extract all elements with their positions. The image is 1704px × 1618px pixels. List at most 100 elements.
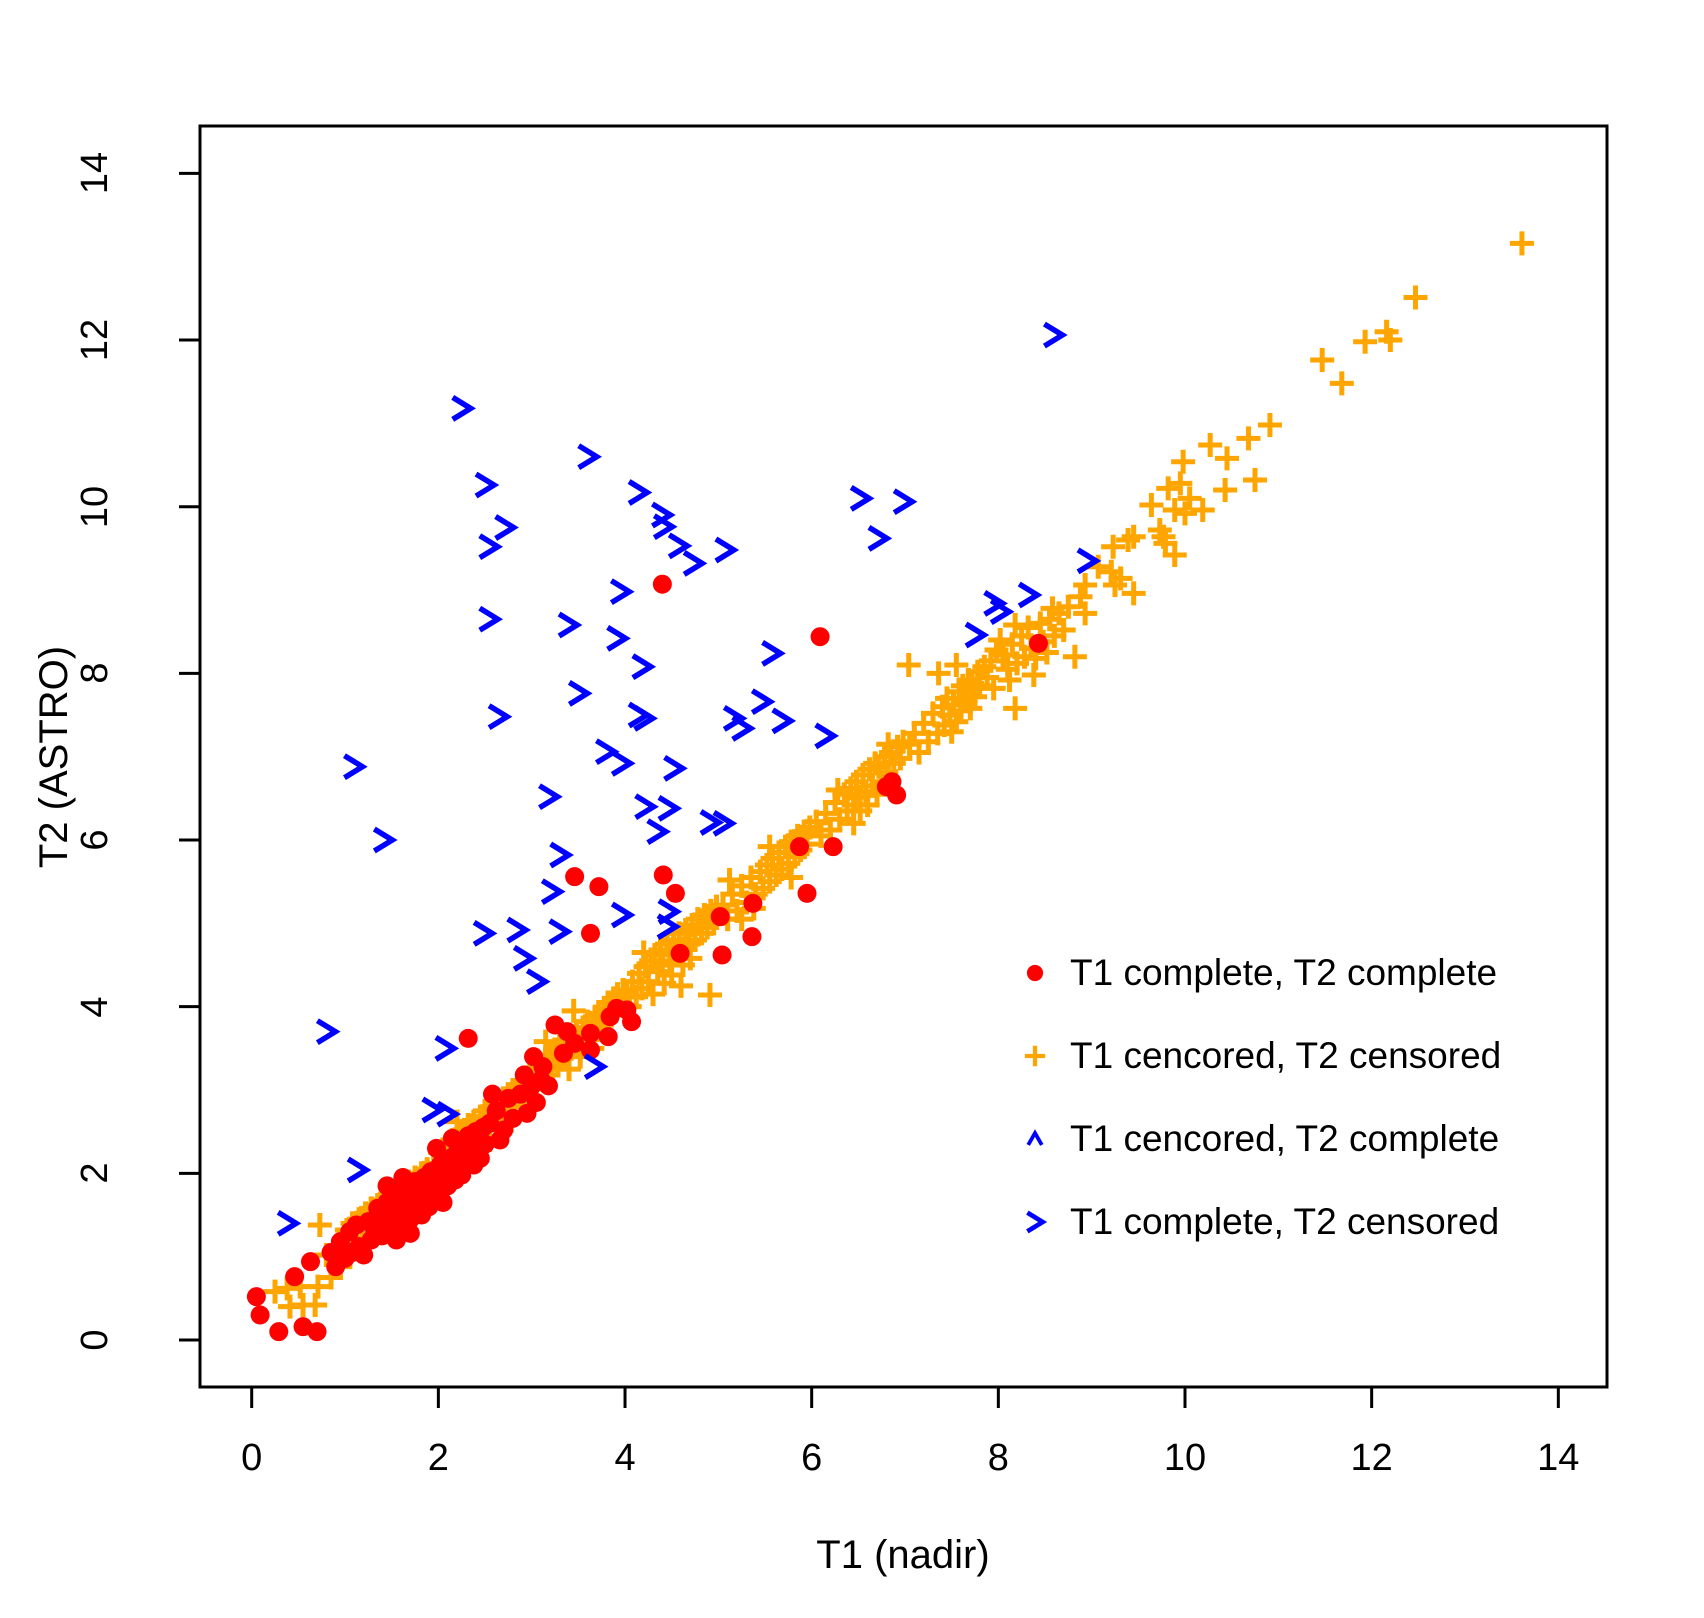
data-point-plus	[1198, 433, 1223, 458]
data-point-plus	[1403, 285, 1428, 310]
data-point-caret-right	[434, 1034, 460, 1062]
data-point-caret-right	[472, 920, 498, 947]
data-point-caret-right	[1076, 547, 1102, 575]
data-point-plus	[939, 719, 964, 744]
x-tick-label: 6	[801, 1437, 823, 1479]
data-point-caret-right	[731, 715, 756, 742]
data-point-plus	[561, 998, 586, 1023]
data-point-caret-right	[663, 755, 688, 782]
x-tick-label: 10	[1163, 1437, 1207, 1479]
data-point-plus	[757, 834, 782, 859]
data-point-plus	[1062, 644, 1087, 669]
data-point-caret-right	[964, 621, 990, 649]
data-point-plus	[1016, 615, 1041, 640]
data-point-plus	[981, 676, 1006, 701]
data-point-caret-right	[771, 707, 797, 735]
data-point-plus	[1021, 663, 1046, 688]
data-point-caret-right	[849, 485, 875, 512]
data-point-plus	[1103, 573, 1127, 598]
data-point-caret-right	[682, 550, 708, 577]
data-point-plus	[963, 684, 988, 709]
data-point-caret-right	[487, 703, 513, 731]
data-point-plus	[1139, 493, 1164, 518]
series-circle	[246, 574, 1048, 1342]
data-point-plus	[263, 1279, 288, 1304]
data-point-circle	[433, 1193, 453, 1213]
data-point-caret-right	[540, 878, 566, 906]
data-point-circle	[598, 1027, 618, 1047]
data-point-caret-right	[609, 578, 635, 606]
data-point-caret-right	[633, 705, 658, 732]
data-point-caret-right	[606, 625, 631, 652]
data-point-caret-right	[451, 395, 476, 422]
data-point-plus	[729, 907, 754, 932]
series-plus	[263, 231, 1534, 1319]
data-point-circle	[622, 1012, 642, 1032]
data-point-circle	[354, 1245, 374, 1265]
data-point-circle	[565, 1033, 585, 1053]
data-point-caret-right	[478, 605, 504, 633]
data-point-plus	[944, 653, 969, 678]
data-point-plus	[876, 732, 901, 757]
data-point-plus	[1257, 413, 1282, 438]
series-caret-right	[276, 321, 1102, 1237]
data-point-caret-right	[346, 1156, 372, 1184]
data-point-caret-right	[627, 479, 653, 506]
x-tick-label: 2	[427, 1437, 449, 1479]
data-point-circle	[269, 1322, 289, 1342]
data-point-plus	[1003, 613, 1028, 638]
data-point-caret-right	[814, 722, 840, 750]
x-tick-label: 0	[241, 1437, 263, 1479]
data-point-caret-right	[722, 705, 748, 732]
data-point-plus	[984, 638, 1009, 663]
data-point-plus	[611, 978, 636, 1003]
data-point-circle	[580, 1023, 600, 1043]
data-point-plus	[697, 983, 722, 1008]
data-point-caret-right	[276, 1209, 302, 1237]
data-point-plus	[305, 1274, 330, 1299]
data-point-circle	[300, 1252, 320, 1272]
data-point-caret-right	[892, 488, 918, 516]
data-point-caret-right	[667, 532, 693, 560]
data-point-circle	[589, 877, 609, 897]
y-axis-title: T2 (ASTRO)	[32, 645, 76, 869]
data-point-plus	[1051, 618, 1076, 643]
data-point-caret-right	[714, 536, 740, 564]
data-point-plus	[669, 973, 694, 998]
data-point-circle	[652, 574, 672, 594]
data-point-plus	[1040, 596, 1065, 621]
data-point-circle	[526, 1093, 546, 1113]
data-point-plus	[1162, 543, 1187, 568]
data-point-plus	[1177, 486, 1202, 511]
data-point-caret-right	[652, 513, 678, 541]
x-tick-label: 8	[987, 1437, 1009, 1479]
data-point-caret-right	[506, 916, 532, 944]
data-point-circle	[653, 865, 673, 885]
data-point-plus	[926, 661, 951, 686]
data-point-circle	[538, 1076, 558, 1096]
data-point-plus	[1378, 328, 1403, 353]
data-point-caret-right	[577, 443, 602, 471]
data-point-caret-right	[421, 1096, 447, 1124]
data-point-plus	[1168, 471, 1193, 496]
x-tick-label: 12	[1350, 1437, 1393, 1479]
plot-box	[198, 124, 1609, 1389]
data-point-caret-right	[548, 918, 574, 946]
data-point-plus	[557, 1057, 582, 1082]
data-point-caret-right	[1017, 581, 1043, 609]
data-point-caret-right	[583, 1053, 609, 1081]
data-point-circle	[790, 837, 810, 857]
data-point-circle	[1028, 633, 1048, 653]
data-point-circle	[426, 1138, 446, 1158]
data-point-caret-right	[494, 514, 519, 541]
data-point-plus	[1215, 446, 1239, 471]
data-point-plus	[958, 696, 983, 721]
data-point-caret-right	[989, 598, 1015, 626]
data-point-caret-right	[567, 680, 593, 707]
data-point-caret-right	[750, 688, 776, 716]
data-point-caret-right	[549, 841, 574, 869]
y-tick-label: 12	[74, 318, 116, 362]
data-point-plus	[1121, 581, 1146, 606]
data-point-plus	[1329, 371, 1354, 396]
